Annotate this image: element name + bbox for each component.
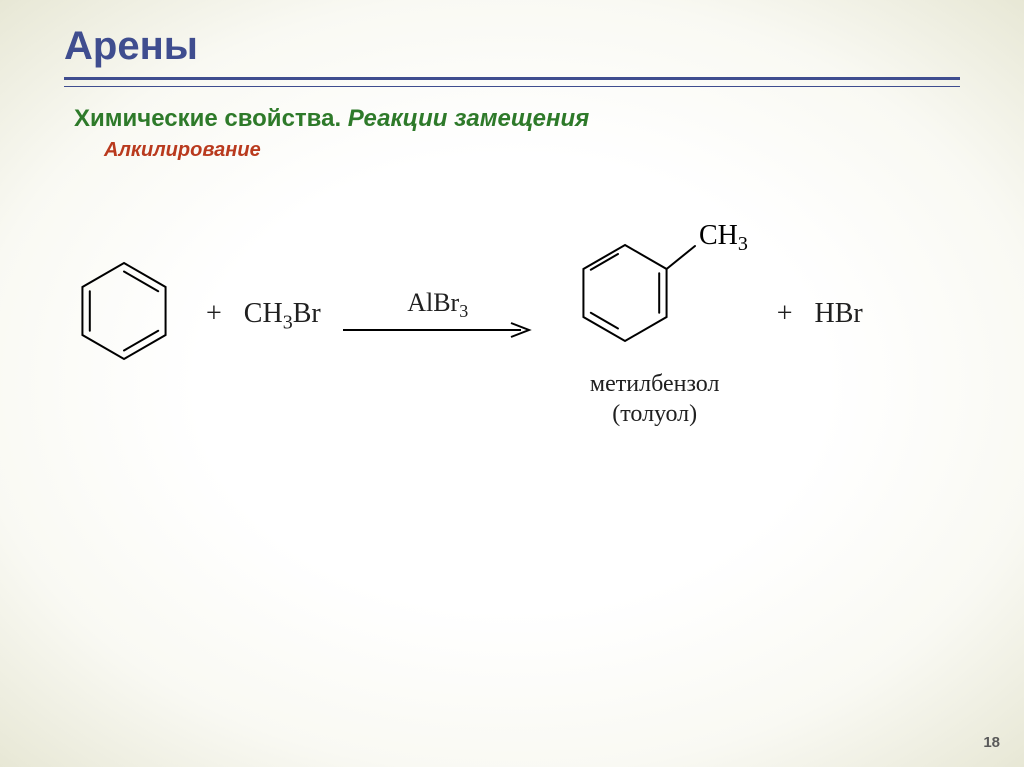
reagent-sub: 3 — [283, 311, 293, 333]
alkylation-label: Алкилирование — [64, 139, 960, 162]
product-name-line1: метилбензол — [590, 371, 720, 397]
slide-title: Арены — [64, 24, 960, 69]
reaction-equation: + CH3Br AlBr3 — [64, 198, 960, 429]
title-rule — [64, 77, 960, 87]
toluene-icon: CH3 — [555, 198, 755, 363]
product-sub-pre: CH — [699, 220, 738, 251]
product-block: CH3 метилбензол (толуол) — [555, 198, 755, 429]
catalyst-sub: 3 — [459, 301, 468, 321]
product-ch3-text: CH3 — [699, 220, 748, 255]
benzene-icon — [64, 251, 184, 371]
plus-2: + — [777, 298, 793, 330]
reagent-pre: CH — [244, 298, 283, 329]
slide: Арены Химические свойства. Реакции замещ… — [0, 0, 1024, 767]
page-number: 18 — [983, 734, 1000, 751]
arrow-icon — [343, 320, 533, 340]
reaction-arrow-block: AlBr3 — [343, 288, 533, 340]
catalyst-label: AlBr3 — [407, 288, 468, 318]
product-hbr: HBr — [815, 298, 863, 330]
product-name: метилбензол (толуол) — [590, 369, 720, 429]
subtitle: Химические свойства. Реакции замещения — [64, 105, 960, 133]
catalyst-pre: AlBr — [407, 288, 459, 317]
subtitle-plain: Химические свойства. — [74, 105, 348, 132]
reagent-ch3br: CH3Br — [244, 298, 321, 330]
product-name-line2: (толуол) — [612, 401, 697, 427]
reagent-post: Br — [293, 298, 321, 329]
benzene-reactant — [64, 251, 184, 376]
product-sub-sub: 3 — [738, 233, 748, 255]
plus-1: + — [206, 298, 222, 330]
subtitle-italic: Реакции замещения — [348, 105, 590, 132]
